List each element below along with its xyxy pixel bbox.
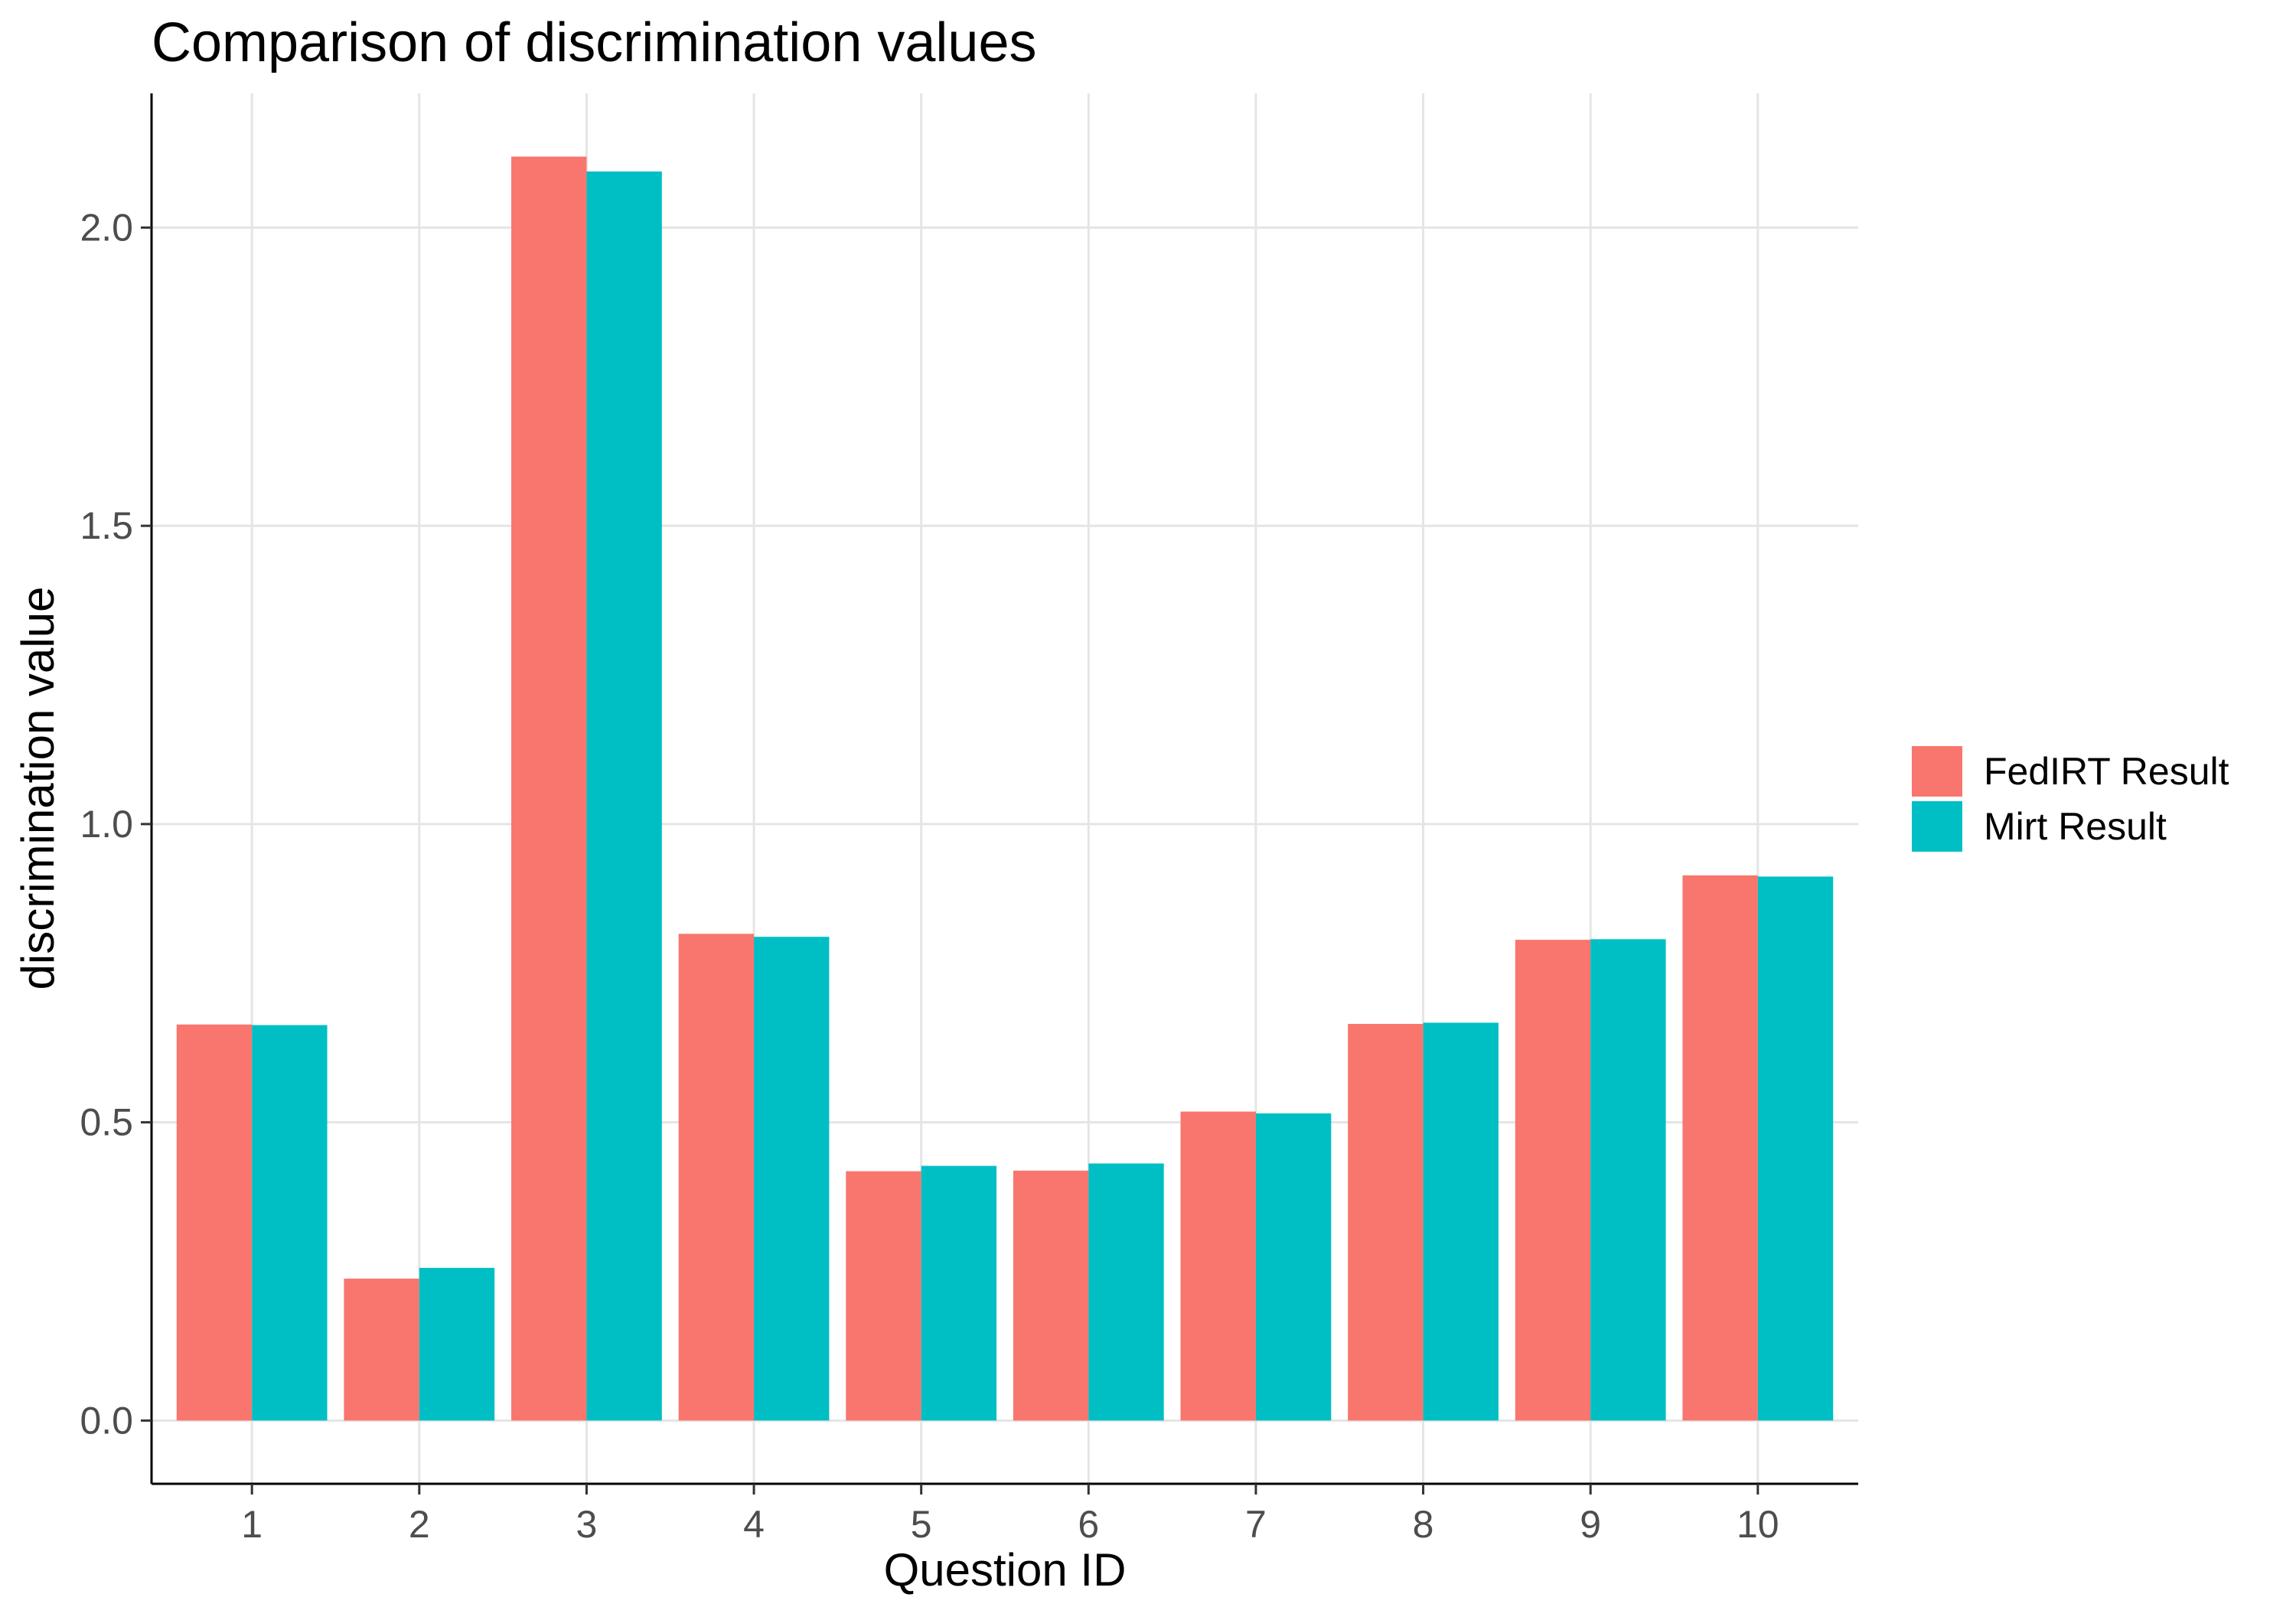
y-tick-label: 1.5: [80, 504, 133, 547]
y-axis-title: discrimination value: [12, 587, 64, 990]
bar-fedirt-result-q8: [1348, 1024, 1424, 1421]
bar-fedirt-result-q9: [1515, 940, 1591, 1421]
y-tick-label: 0.0: [80, 1399, 133, 1442]
x-tick-label: 4: [743, 1503, 765, 1546]
x-tick-label: 6: [1078, 1503, 1099, 1546]
bar-mirt-result-q7: [1255, 1113, 1332, 1421]
bar-fedirt-result-q2: [344, 1278, 419, 1421]
bar-mirt-result-q1: [252, 1025, 328, 1421]
bar-fedirt-result-q3: [511, 156, 587, 1421]
y-tick-label: 0.5: [80, 1101, 133, 1144]
x-tick-label: 8: [1413, 1503, 1434, 1546]
x-tick-label: 7: [1245, 1503, 1267, 1546]
bar-mirt-result-q9: [1590, 939, 1666, 1421]
x-tick-label: 5: [911, 1503, 932, 1546]
bar-fedirt-result-q1: [176, 1024, 253, 1421]
y-tick-label: 1.0: [80, 803, 133, 846]
x-tick-label: 3: [576, 1503, 598, 1546]
bar-mirt-result-q10: [1757, 876, 1834, 1421]
bar-mirt-result-q5: [921, 1165, 997, 1421]
legend-label: Mirt Result: [1984, 805, 2167, 848]
bar-fedirt-result-q5: [846, 1171, 921, 1421]
legend-key-mirt-result: [1912, 801, 1962, 852]
bar-mirt-result-q8: [1423, 1022, 1499, 1421]
bar-mirt-result-q2: [419, 1267, 495, 1421]
bar-fedirt-result-q6: [1013, 1170, 1089, 1421]
legend: FedIRT Result Mirt Result: [1912, 746, 2229, 852]
x-tick-label: 10: [1737, 1503, 1779, 1546]
bar-mirt-result-q4: [754, 937, 830, 1421]
chart-title: Comparison of discrimination values: [152, 12, 1037, 73]
bar-mirt-result-q6: [1088, 1163, 1164, 1421]
bar-fedirt-result-q4: [678, 934, 755, 1421]
x-axis-ticks: 1 2 3 4 5 6 7 8 9 10: [241, 1484, 1779, 1546]
x-tick-label: 2: [409, 1503, 430, 1546]
legend-label: FedIRT Result: [1984, 750, 2229, 793]
x-tick-label: 9: [1580, 1503, 1601, 1546]
y-axis-ticks: 0.0 0.5 1.0 1.5 2.0: [80, 206, 152, 1442]
y-tick-label: 2.0: [80, 206, 133, 249]
x-tick-label: 1: [241, 1503, 263, 1546]
bar-mirt-result-q3: [586, 171, 662, 1421]
legend-key-fedirt-result: [1912, 746, 1962, 797]
bars: [176, 156, 1834, 1421]
bar-fedirt-result-q10: [1682, 875, 1758, 1421]
x-axis-title: Question ID: [884, 1544, 1127, 1596]
bar-fedirt-result-q7: [1180, 1111, 1256, 1421]
